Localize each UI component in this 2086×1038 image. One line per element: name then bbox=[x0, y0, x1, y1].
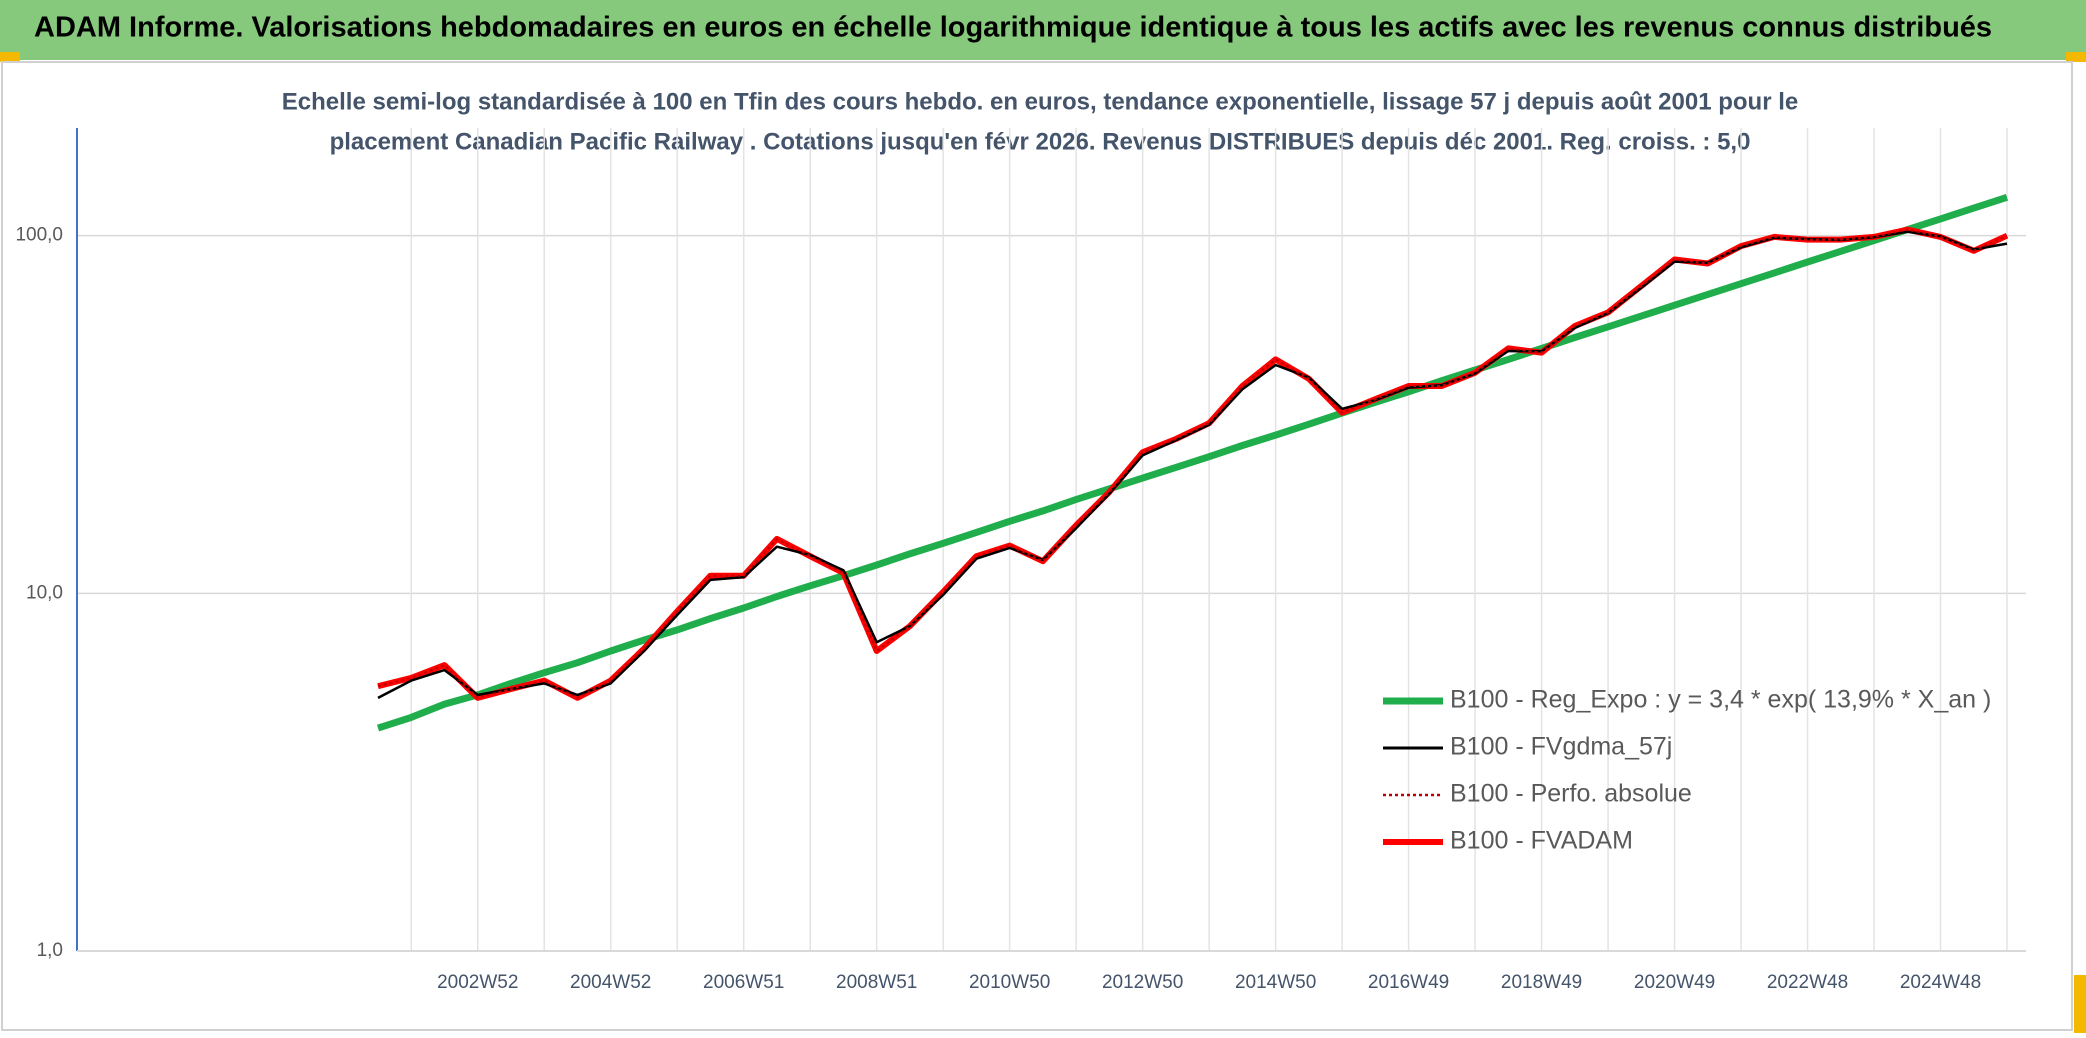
legend-label: B100 - FVgdma_57j bbox=[1450, 733, 1672, 761]
chart-title: ADAM Informe. Valorisations hebdomadaire… bbox=[34, 12, 1992, 44]
x-tick-label: 2008W51 bbox=[836, 972, 917, 993]
x-tick-label: 2002W52 bbox=[437, 972, 518, 993]
plot bbox=[376, 193, 2009, 732]
y-tick-label: 10,0 bbox=[26, 582, 63, 603]
chart-subtitle: Echelle semi-log standardisée à 100 en T… bbox=[282, 88, 1799, 115]
x-tick-label: 2004W52 bbox=[570, 972, 651, 993]
x-tick-label: 2010W50 bbox=[969, 972, 1050, 993]
x-tick-label: 2024W48 bbox=[1900, 972, 1981, 993]
x-tick-label: 2020W49 bbox=[1634, 972, 1715, 993]
series-line bbox=[377, 228, 2008, 699]
legend-label: B100 - Reg_Expo : y = 3,4 * exp( 13,9% *… bbox=[1450, 686, 1991, 714]
legend-label: B100 - FVADAM bbox=[1450, 827, 1633, 855]
chart-subtitle: placement Canadian Pacific Railway . Cot… bbox=[330, 128, 1751, 155]
title-band bbox=[0, 0, 2086, 60]
legend-label: B100 - Perfo. absolue bbox=[1450, 780, 1692, 808]
x-tick-label: 2018W49 bbox=[1501, 972, 1582, 993]
x-tick-label: 2016W49 bbox=[1368, 972, 1449, 993]
x-tick-label: 2014W50 bbox=[1235, 972, 1316, 993]
x-tick-label: 2022W48 bbox=[1767, 972, 1848, 993]
frame bbox=[1, 61, 2073, 1031]
x-tick-label: 2012W50 bbox=[1102, 972, 1183, 993]
y-tick-label: 100,0 bbox=[15, 225, 63, 246]
y-tick-label: 1,0 bbox=[37, 940, 63, 961]
x-tick-label: 2006W51 bbox=[703, 972, 784, 993]
corner-mark bbox=[2066, 52, 2086, 62]
corner-mark bbox=[2074, 975, 2086, 1033]
grid bbox=[77, 128, 2026, 952]
legend: B100 - Reg_Expo : y = 3,4 * exp( 13,9% *… bbox=[1383, 686, 1991, 855]
corner-mark bbox=[0, 52, 20, 62]
